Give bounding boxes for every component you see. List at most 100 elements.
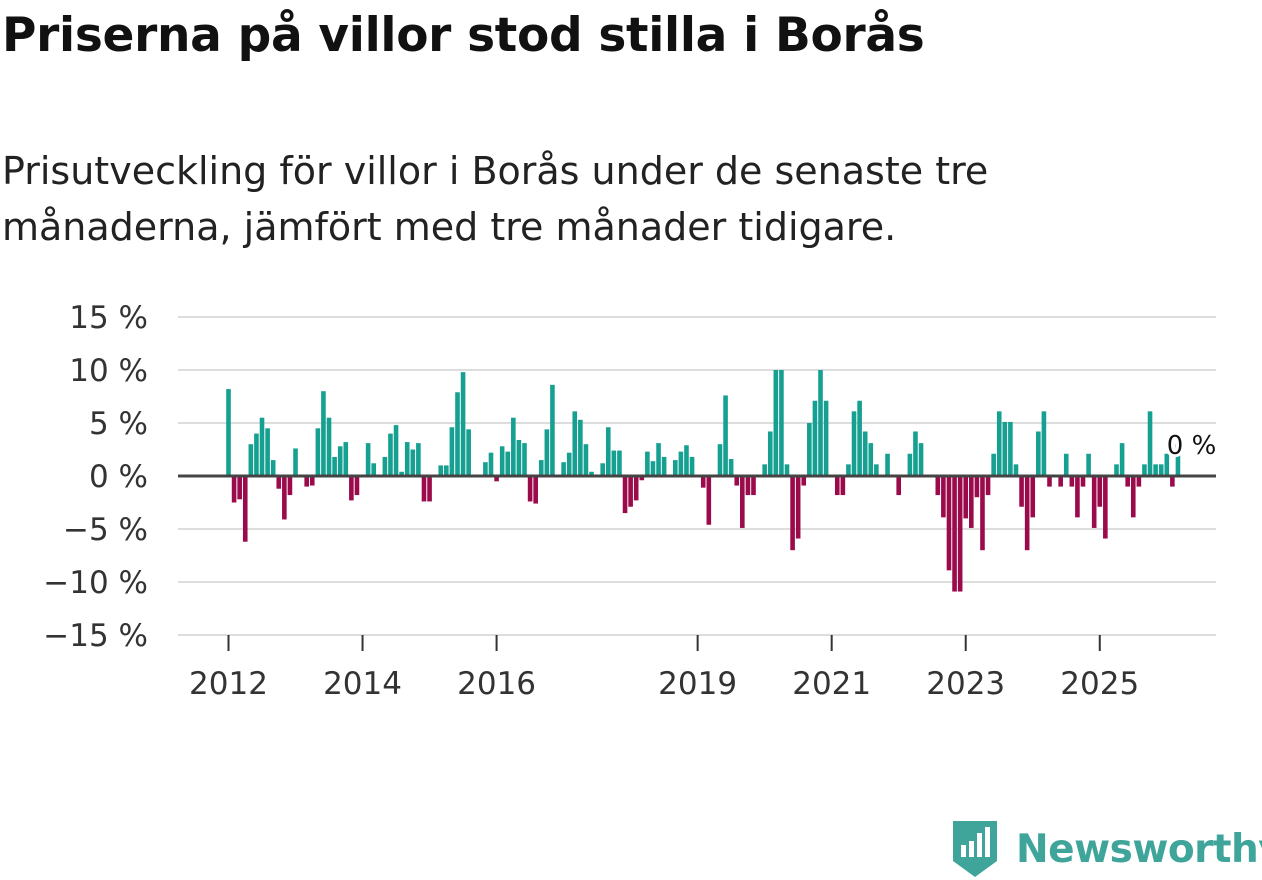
bar	[790, 476, 795, 551]
y-tick-label: −15 %	[43, 618, 148, 654]
bar	[801, 476, 807, 486]
bar	[862, 431, 868, 476]
bar	[633, 476, 639, 501]
bar	[734, 476, 740, 486]
bar	[438, 465, 444, 476]
bar	[1069, 476, 1075, 487]
bar	[231, 476, 237, 503]
bar	[444, 465, 449, 476]
bar	[354, 476, 360, 496]
bar	[985, 476, 991, 496]
y-tick-label: 5 %	[89, 406, 148, 442]
bar	[399, 471, 404, 476]
bar	[605, 427, 611, 476]
chart-subtitle: Prisutveckling för villor i Borås under …	[2, 149, 989, 249]
bar	[1175, 444, 1181, 476]
bar	[265, 428, 270, 476]
bar	[499, 446, 505, 476]
bar	[1080, 476, 1086, 487]
bar	[745, 476, 751, 496]
bar	[700, 476, 706, 488]
bar	[1114, 464, 1119, 476]
bar	[957, 476, 963, 592]
bar	[427, 476, 432, 502]
bar	[566, 452, 572, 476]
bar	[907, 453, 913, 476]
bar	[321, 391, 326, 476]
bar	[583, 444, 589, 476]
bar	[1075, 476, 1080, 518]
bar	[561, 462, 566, 476]
bar	[1036, 431, 1041, 476]
bar	[293, 448, 298, 476]
x-tick-label: 2014	[323, 666, 402, 702]
bar	[728, 459, 734, 476]
bar	[639, 476, 645, 481]
gridlines	[178, 316, 1216, 636]
bar	[332, 456, 337, 476]
bar	[309, 476, 315, 486]
bar	[388, 433, 393, 476]
bar	[952, 476, 957, 592]
bar	[516, 439, 522, 476]
bar	[494, 476, 499, 482]
bar	[650, 461, 656, 476]
bar	[1008, 421, 1013, 476]
x-tick-label: 2021	[792, 666, 871, 702]
bar	[511, 417, 516, 476]
bar	[578, 419, 583, 476]
bar	[544, 429, 550, 476]
bar	[974, 476, 980, 498]
bar	[645, 451, 650, 476]
bar	[1013, 464, 1019, 476]
bar	[1024, 476, 1030, 551]
bar	[969, 476, 974, 528]
x-tick-label: 2016	[457, 666, 536, 702]
bar	[365, 443, 371, 476]
bar	[678, 451, 684, 476]
bar	[276, 476, 282, 489]
bar	[404, 442, 410, 476]
newsworthy-brand: Newsworthy	[950, 818, 1262, 880]
bar	[421, 476, 427, 502]
y-tick-label: 0 %	[89, 459, 148, 495]
bar	[918, 443, 924, 476]
x-tick-label: 2019	[658, 666, 737, 702]
bar	[779, 370, 784, 476]
bar	[371, 463, 377, 476]
bar	[717, 444, 723, 476]
bar	[980, 476, 985, 551]
bar	[767, 431, 773, 476]
bar	[237, 476, 242, 500]
bar	[1147, 411, 1153, 476]
bar	[455, 392, 460, 476]
bar	[488, 452, 494, 476]
bar	[1063, 453, 1069, 476]
bar	[857, 400, 862, 476]
x-tick-label: 2023	[926, 666, 1005, 702]
bar	[1091, 476, 1097, 528]
bar	[812, 400, 818, 476]
end-value-label: 0 %	[1167, 431, 1217, 461]
bar	[723, 395, 728, 476]
bar	[483, 462, 488, 476]
bar	[684, 445, 689, 476]
bar	[1153, 464, 1158, 476]
bar	[885, 453, 890, 476]
bar	[913, 431, 918, 476]
bar	[304, 476, 309, 487]
bars	[226, 370, 1181, 592]
bar	[270, 460, 276, 476]
bar	[1041, 411, 1047, 476]
bar	[259, 417, 265, 476]
y-axis: 15 % 10 % 5 % 0 % −5 % −10 % −15 %	[43, 300, 148, 654]
bar	[416, 443, 421, 476]
bar	[248, 444, 254, 476]
bar	[823, 400, 829, 476]
bar	[740, 476, 745, 528]
bar	[840, 476, 846, 496]
newsworthy-logo-icon	[953, 821, 997, 877]
bar	[522, 443, 527, 476]
bar	[410, 449, 416, 476]
bar	[617, 450, 622, 476]
